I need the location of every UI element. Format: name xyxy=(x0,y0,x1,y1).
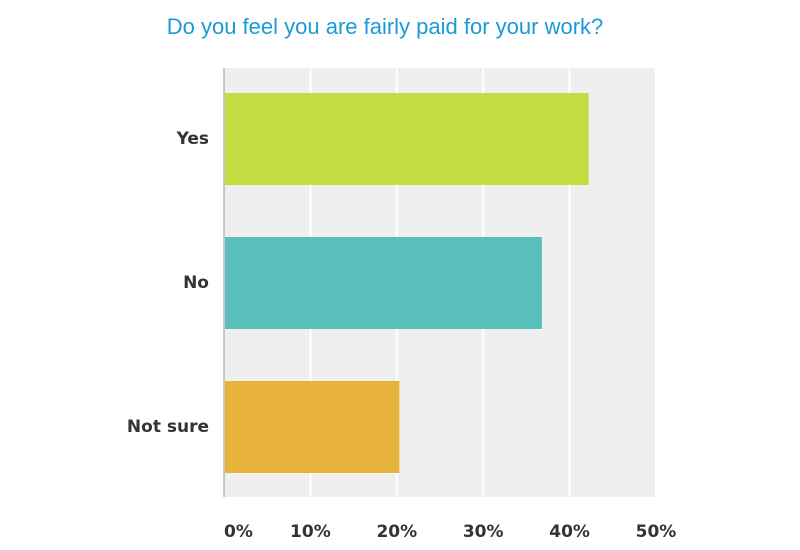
x-tick-labels: 0% 10% 20% 30% 40% 50% xyxy=(224,522,676,542)
x-tick-label: 0% xyxy=(224,522,253,542)
category-label: Yes xyxy=(176,129,209,149)
x-tick-label: 20% xyxy=(376,522,417,542)
bar-not-sure xyxy=(225,381,400,473)
category-labels: Yes No Not sure xyxy=(127,129,209,437)
bars xyxy=(225,93,589,473)
category-label: Not sure xyxy=(127,417,209,437)
bar-yes xyxy=(225,93,589,185)
x-tick-label: 30% xyxy=(463,522,504,542)
chart-title: Do you feel you are fairly paid for your… xyxy=(166,14,604,39)
x-tick-label: 10% xyxy=(290,522,331,542)
bar-no xyxy=(225,237,542,329)
category-label: No xyxy=(183,273,209,293)
x-tick-label: 50% xyxy=(636,522,677,542)
x-tick-label: 40% xyxy=(549,522,590,542)
